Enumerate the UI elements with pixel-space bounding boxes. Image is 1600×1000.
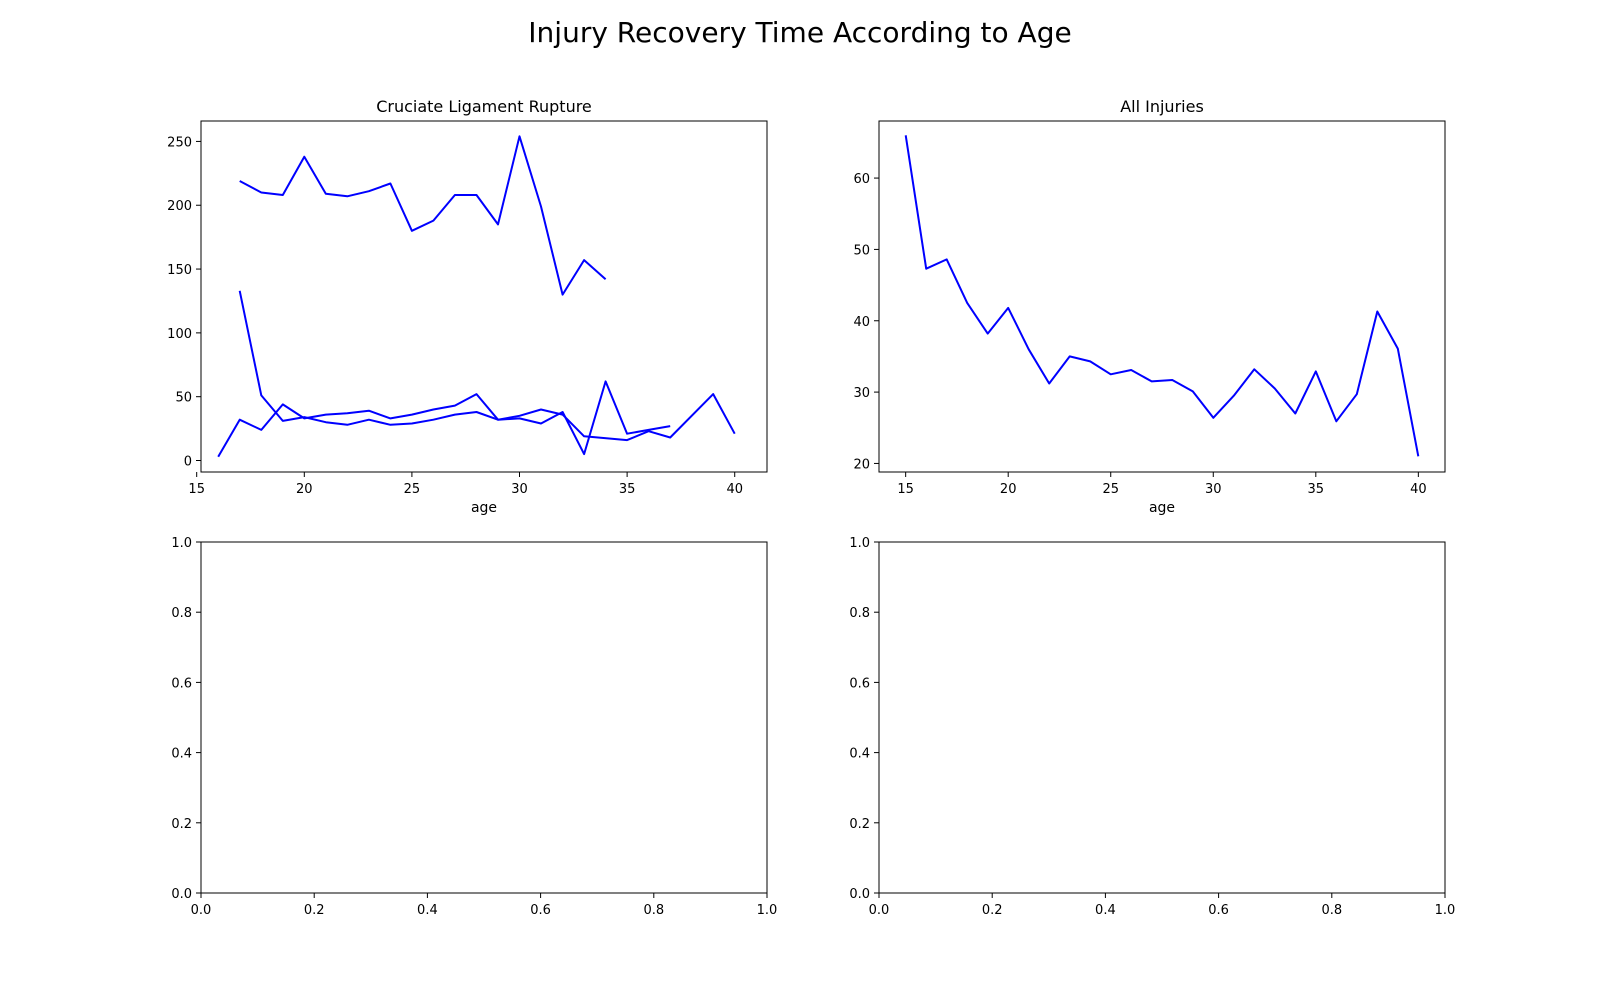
y-tick-label: 30 bbox=[853, 386, 870, 401]
x-tick-label: 0.4 bbox=[417, 903, 438, 918]
y-tick-label: 0.0 bbox=[849, 887, 870, 902]
y-tick-label: 50 bbox=[853, 243, 870, 258]
x-tick-label: 0.6 bbox=[1208, 903, 1229, 918]
axes-frame bbox=[878, 541, 1446, 894]
series-line-2 bbox=[238, 290, 671, 456]
x-tick-label: 15 bbox=[897, 482, 914, 497]
subplot-2: 15 20 25 30 35 40 20 30 40 50 60 All Injuries age bbox=[853, 97, 1446, 516]
x-tick-label: 0.4 bbox=[1095, 903, 1116, 918]
x-tick-label: 0.2 bbox=[304, 903, 325, 918]
x-tick-label: 0.2 bbox=[982, 903, 1003, 918]
x-tick-label: 25 bbox=[404, 482, 421, 497]
y-tick-label: 200 bbox=[167, 199, 192, 214]
x-tick-label: 1.0 bbox=[1435, 903, 1456, 918]
x-tick-label: 30 bbox=[1205, 482, 1222, 497]
x-tick-label: 0.0 bbox=[869, 903, 890, 918]
x-tick-label: 30 bbox=[511, 482, 528, 497]
x-tick-label: 0.8 bbox=[643, 903, 664, 918]
y-tick-label: 60 bbox=[853, 172, 870, 187]
y-tick-label: 0.4 bbox=[171, 747, 192, 762]
x-tick-label: 35 bbox=[1308, 482, 1325, 497]
x-tick-label: 20 bbox=[296, 482, 313, 497]
x-tick-label: 35 bbox=[619, 482, 636, 497]
series-line-1 bbox=[239, 135, 607, 296]
y-tick-label: 0.6 bbox=[849, 676, 870, 691]
x-tick-label: 0.0 bbox=[191, 903, 212, 918]
y-tick-label: 0.0 bbox=[171, 887, 192, 902]
y-tick-label: 20 bbox=[853, 457, 870, 472]
subplot-title: Cruciate Ligament Rupture bbox=[376, 97, 592, 116]
series-line-3 bbox=[217, 393, 736, 458]
y-tick-label: 0.8 bbox=[171, 606, 192, 621]
subplot-4: 0.0 0.2 0.4 0.6 0.8 1.0 0.0 0.2 0.4 0.6 0.8 1.0 bbox=[849, 536, 1455, 918]
x-axis-label: age bbox=[471, 500, 497, 516]
series-line-1 bbox=[904, 135, 1420, 457]
subplot-title: All Injuries bbox=[1120, 97, 1204, 116]
axes-frame bbox=[200, 541, 768, 894]
x-tick-label: 0.6 bbox=[530, 903, 551, 918]
x-tick-label: 40 bbox=[1410, 482, 1427, 497]
y-tick-label: 0 bbox=[184, 455, 192, 470]
axes-frame bbox=[200, 120, 768, 473]
x-tick-label: 0.8 bbox=[1321, 903, 1342, 918]
y-tick-label: 0.2 bbox=[171, 817, 192, 832]
y-tick-label: 1.0 bbox=[171, 536, 192, 551]
y-tick-label: 0.8 bbox=[849, 606, 870, 621]
subplot-1: 15 20 25 30 35 40 0 50 100 150 200 250 Cruciate Liga… bbox=[167, 97, 768, 516]
x-axis-label: age bbox=[1149, 500, 1175, 516]
y-tick-label: 1.0 bbox=[849, 536, 870, 551]
y-tick-label: 250 bbox=[167, 135, 192, 150]
x-tick-label: 40 bbox=[726, 482, 743, 497]
x-tick-label: 1.0 bbox=[757, 903, 778, 918]
axes-frame bbox=[878, 120, 1446, 473]
x-tick-label: 15 bbox=[188, 482, 205, 497]
y-tick-label: 40 bbox=[853, 315, 870, 330]
y-tick-label: 0.6 bbox=[171, 676, 192, 691]
y-tick-label: 0.4 bbox=[849, 747, 870, 762]
y-tick-label: 150 bbox=[167, 263, 192, 278]
axes-layer: 15 20 25 30 35 40 0 50 100 150 200 250 Cruciate Liga… bbox=[167, 97, 1455, 918]
y-tick-label: 0.2 bbox=[849, 817, 870, 832]
y-tick-label: 50 bbox=[175, 391, 192, 406]
x-tick-label: 25 bbox=[1102, 482, 1119, 497]
figure-title: Injury Recovery Time According to Age bbox=[528, 16, 1071, 49]
y-tick-label: 100 bbox=[167, 327, 192, 342]
subplot-3: 0.0 0.2 0.4 0.6 0.8 1.0 0.0 0.2 0.4 0.6 0.8 1.0 bbox=[171, 536, 777, 918]
x-tick-label: 20 bbox=[1000, 482, 1017, 497]
